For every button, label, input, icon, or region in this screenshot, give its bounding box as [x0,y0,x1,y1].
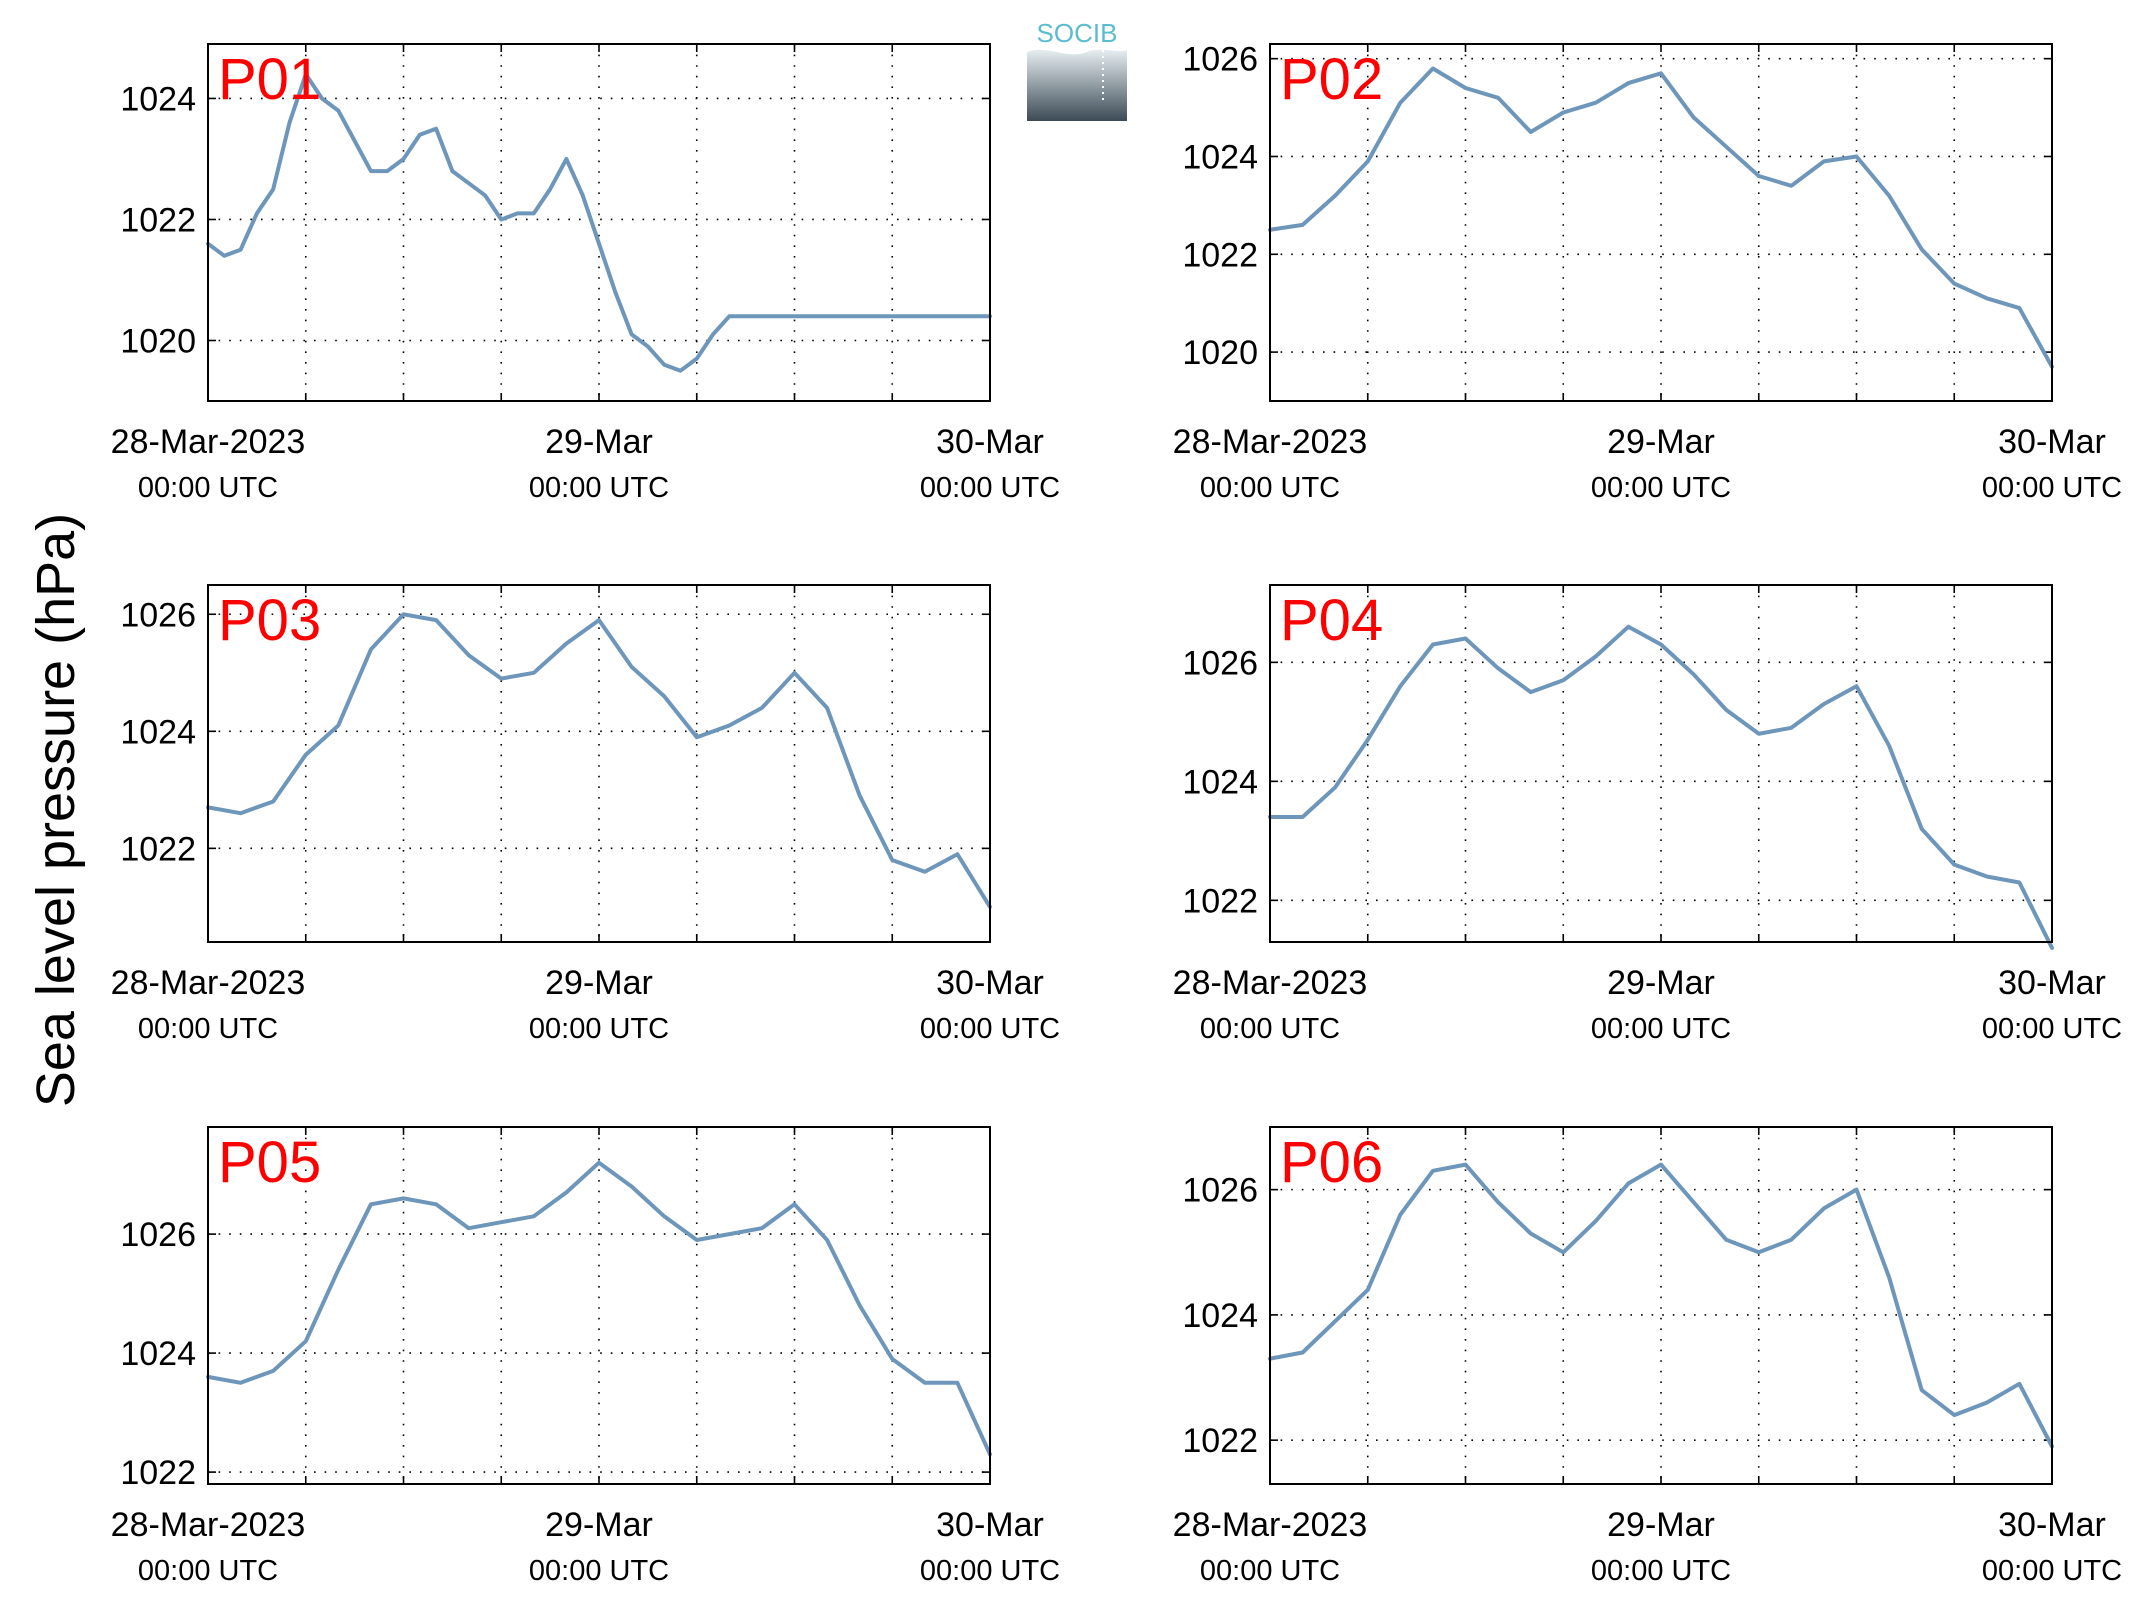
x-tick-label-time: 00:00 UTC [1200,1013,1340,1045]
x-tick-label-date: 29-Mar [1607,423,1715,461]
y-tick-label: 1024 [120,80,196,118]
y-tick-label: 1026 [120,596,196,634]
x-tick-label-date: 28-Mar-2023 [111,423,306,461]
x-tick-label-time: 00:00 UTC [920,1555,1060,1587]
x-tick-label-date: 29-Mar [545,964,653,1002]
x-tick-label-date: 30-Mar [1998,1506,2106,1544]
series-line-p04 [1268,624,2054,950]
x-tick-label-time: 00:00 UTC [1982,1555,2122,1587]
series-line-p02 [1268,66,2054,369]
x-tick-label-date: 30-Mar [1998,964,2106,1002]
series-line-p03 [206,612,992,909]
x-tick-label-date: 29-Mar [545,423,653,461]
x-tick-label-date: 29-Mar [1607,964,1715,1002]
y-tick-label: 1022 [120,830,196,868]
x-tick-label-date: 30-Mar [936,964,1044,1002]
x-tick-label-time: 00:00 UTC [1982,472,2122,504]
station-label: P01 [218,47,321,112]
x-tick-label-time: 00:00 UTC [138,1555,278,1587]
x-tick-label-date: 30-Mar [936,423,1044,461]
x-tick-label-time: 00:00 UTC [920,1013,1060,1045]
panel-p05: 1022 1024 1026 28-Mar-2023 00:00 UTC 29-Mar 00… [111,1126,1060,1587]
x-tick-label-date: 29-Mar [1607,1506,1715,1544]
x-tick-label-time: 00:00 UTC [529,472,669,504]
socib-logo: SOCIB [1027,18,1127,121]
panel-p03: 1022 1024 1026 28-Mar-2023 00:00 UTC 29-Mar 00… [111,584,1060,1045]
x-tick-label-time: 00:00 UTC [1200,472,1340,504]
x-tick-label-date: 30-Mar [1998,423,2106,461]
logo-wave-shape [1027,49,1127,121]
series-line-p06 [1268,1162,2054,1449]
y-tick-label: 1024 [120,1335,196,1373]
series-line-p05 [206,1160,992,1457]
x-tick-label-time: 00:00 UTC [1591,472,1731,504]
x-tick-label-date: 28-Mar-2023 [111,1506,306,1544]
station-label: P04 [1280,588,1383,653]
axes-frame [1269,1126,2053,1485]
station-label: P03 [218,588,321,653]
series-line-p01 [206,72,992,373]
x-tick-label-date: 28-Mar-2023 [1173,1506,1368,1544]
panel-p02: 1020 1022 1024 1026 28-Mar-2023 00:00 UTC 29-M… [1173,41,2122,504]
y-axis-label: Sea level pressure (hPa) [26,512,86,1108]
x-tick-label-time: 00:00 UTC [1591,1013,1731,1045]
axes-frame [207,584,991,943]
x-tick-label-date: 30-Mar [936,1506,1044,1544]
station-label: P05 [218,1130,321,1195]
y-tick-label: 1024 [1182,1297,1258,1335]
axes-frame [207,1126,991,1485]
x-tick-label-time: 00:00 UTC [1200,1555,1340,1587]
y-tick-label: 1022 [1182,882,1258,920]
x-tick-label-time: 00:00 UTC [1982,1013,2122,1045]
panel-p04: 1022 1024 1026 28-Mar-2023 00:00 UTC 29-Mar 00… [1173,584,2122,1045]
station-label: P02 [1280,47,1383,112]
x-tick-label-time: 00:00 UTC [138,1013,278,1045]
x-tick-label-date: 28-Mar-2023 [111,964,306,1002]
axes-frame [207,43,991,402]
x-tick-label-date: 28-Mar-2023 [1173,423,1368,461]
y-tick-label: 1026 [1182,41,1258,79]
station-label: P06 [1280,1130,1383,1195]
axes-frame [1269,584,2053,943]
y-tick-label: 1024 [120,713,196,751]
y-tick-label: 1026 [120,1216,196,1254]
x-tick-label-time: 00:00 UTC [529,1013,669,1045]
y-tick-label: 1020 [120,322,196,360]
y-tick-label: 1022 [1182,236,1258,274]
y-tick-label: 1026 [1182,1172,1258,1210]
x-tick-label-time: 00:00 UTC [1591,1555,1731,1587]
panel-p01: 1020 1022 1024 28-Mar-2023 00:00 UTC 29-Mar 00… [111,43,1060,504]
y-tick-label: 1022 [120,1454,196,1492]
y-tick-label: 1024 [1182,763,1258,801]
x-tick-label-date: 29-Mar [545,1506,653,1544]
x-tick-label-time: 00:00 UTC [138,472,278,504]
x-tick-label-time: 00:00 UTC [920,472,1060,504]
y-tick-label: 1022 [120,201,196,239]
x-tick-label-time: 00:00 UTC [529,1555,669,1587]
y-tick-label: 1024 [1182,138,1258,176]
y-tick-label: 1022 [1182,1422,1258,1460]
y-tick-label: 1020 [1182,334,1258,372]
y-tick-label: 1026 [1182,644,1258,682]
panel-p06: 1022 1024 1026 28-Mar-2023 00:00 UTC 29-Mar 00… [1173,1126,2122,1587]
x-tick-label-date: 28-Mar-2023 [1173,964,1368,1002]
logo-wordmark: SOCIB [1037,18,1118,48]
axes-frame [1269,43,2053,402]
